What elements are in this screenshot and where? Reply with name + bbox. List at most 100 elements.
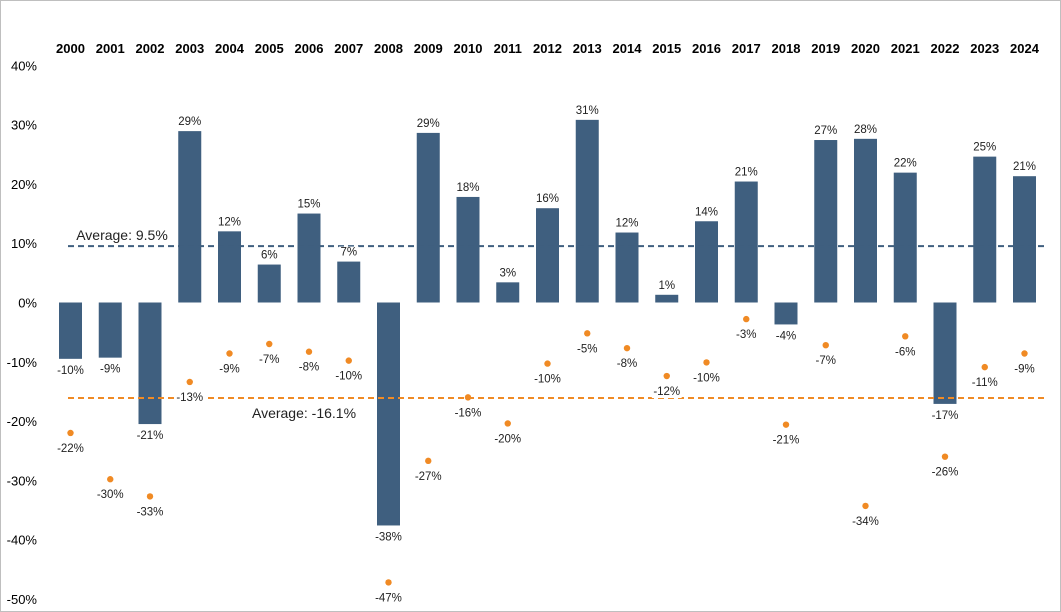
dot-2004: [226, 350, 233, 357]
year-labels: 2000 2001 2002 2003 2004 2005 2006 2007 2008 2009…: [56, 41, 1040, 56]
label-background: [575, 343, 599, 356]
bar-value-label: 27%: [814, 125, 837, 137]
year-label-2002: 2002: [136, 41, 165, 56]
y-tick-label: 10%: [11, 236, 37, 251]
label-background: [135, 506, 165, 519]
bar-value-label: 7%: [340, 247, 357, 259]
dot-2007: [345, 357, 352, 364]
dot-2015: [663, 372, 670, 380]
y-tick-label: -20%: [7, 414, 38, 429]
bar-2005: [257, 264, 281, 303]
dot-value-label: -10%: [693, 372, 720, 384]
bar-value-label: 21%: [735, 167, 758, 179]
label-background: [734, 329, 758, 342]
dot-2013: [584, 330, 591, 337]
dot-2024: [1021, 350, 1028, 357]
bar-2019: [814, 140, 838, 303]
label-background: [892, 157, 919, 170]
bar-value-label: 14%: [695, 206, 718, 218]
bar-2008: [377, 302, 400, 526]
y-tick-label: -50%: [7, 592, 38, 607]
y-axis-tick-labels: 40% 30% 20% 10% 0% -10% -20% -30% -40% -50%: [7, 58, 38, 607]
dot-value-label: -13%: [176, 392, 203, 404]
bar-2003: [178, 131, 202, 303]
dot-value-label: -8%: [299, 362, 319, 374]
year-label-2009: 2009: [414, 41, 443, 56]
y-tick-label: 30%: [11, 118, 37, 133]
dot-value-label: -16%: [455, 407, 482, 419]
bar-value-label: 12%: [218, 216, 241, 228]
year-label-2012: 2012: [533, 41, 562, 56]
label-background: [373, 592, 404, 605]
label-background: [497, 267, 518, 280]
label-background: [373, 531, 404, 544]
bar-2007: [337, 261, 361, 303]
year-label-2006: 2006: [295, 41, 324, 56]
label-background: [613, 217, 641, 230]
bar-value-label: 22%: [894, 158, 917, 170]
bars: [59, 119, 1036, 526]
year-label-2024: 2024: [1010, 41, 1040, 56]
dot-value-label: -10%: [335, 371, 362, 383]
year-label-2001: 2001: [96, 41, 125, 56]
dot-2018: [782, 421, 790, 428]
label-background: [1012, 363, 1037, 376]
bar-value-label: 21%: [1013, 161, 1036, 173]
bar-2017: [734, 181, 758, 303]
dot-2019: [822, 341, 829, 349]
year-label-2023: 2023: [970, 41, 999, 56]
bar-2011: [496, 282, 520, 303]
year-label-2018: 2018: [772, 41, 801, 56]
dot-value-label: -3%: [736, 329, 756, 341]
bar-value-label: -4%: [776, 330, 796, 342]
bar-value-label: 15%: [297, 199, 320, 211]
dot-value-label: -34%: [852, 516, 879, 528]
year-label-2015: 2015: [652, 41, 681, 56]
dot-value-label: -22%: [57, 443, 84, 455]
bar-value-label: -38%: [375, 531, 402, 543]
year-label-2011: 2011: [494, 41, 522, 56]
year-label-2007: 2007: [334, 41, 363, 56]
label-background: [814, 355, 838, 368]
average-lines: [68, 245, 1048, 399]
label-background: [216, 216, 243, 229]
dot-2011: [504, 420, 511, 427]
y-tick-label: -10%: [7, 355, 38, 370]
bar-2024: [1013, 176, 1036, 303]
bar-2018: [774, 302, 798, 325]
y-tick-label: 20%: [11, 177, 37, 192]
bar-value-label: 3%: [499, 267, 516, 279]
label-background: [656, 279, 677, 292]
label-background: [174, 391, 205, 404]
dot-value-label: -10%: [534, 374, 561, 386]
label-background: [693, 206, 720, 219]
bar-2023: [973, 156, 997, 303]
dot-value-label: -47%: [375, 592, 402, 604]
bar-value-label: 12%: [615, 218, 638, 230]
y-tick-label: -40%: [7, 533, 38, 548]
dot-value-label: -20%: [494, 433, 521, 445]
bar-2004: [218, 231, 241, 303]
bar-value-label: 6%: [261, 250, 278, 262]
dot-value-label: -8%: [617, 358, 637, 370]
dot-value-label: -11%: [972, 377, 998, 389]
label-background: [135, 430, 165, 443]
bar-value-label: 18%: [456, 182, 479, 194]
dot-value-label: -6%: [895, 346, 915, 358]
bar-2006: [297, 213, 321, 303]
label-background: [413, 470, 444, 483]
year-label-2010: 2010: [454, 41, 483, 56]
y-tick-label: -30%: [7, 473, 38, 488]
bar-value-label: -21%: [137, 430, 164, 442]
dot-value-label: -21%: [773, 435, 800, 447]
label-background: [453, 407, 483, 420]
year-label-2004: 2004: [215, 41, 245, 56]
dot-2017: [743, 315, 750, 323]
dot-value-label: -5%: [577, 343, 597, 355]
year-label-2020: 2020: [851, 41, 880, 56]
y-tick-label: 0%: [18, 296, 37, 311]
label-background: [733, 166, 760, 179]
bar-2014: [615, 232, 639, 303]
